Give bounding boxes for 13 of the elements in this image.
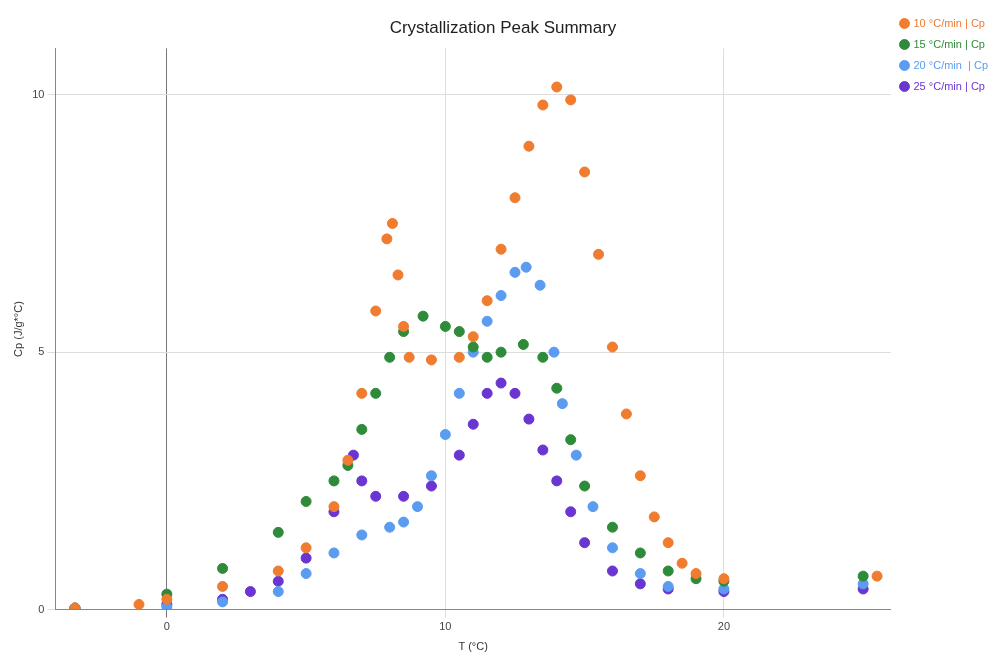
chart-title: Crystallization Peak Summary — [389, 17, 617, 37]
x-tick-label: 20 — [717, 620, 731, 633]
legend-label: 15 °C/min | Cp — [913, 37, 985, 50]
y-tick-label: 5 — [38, 345, 45, 358]
x-axis-title: T (°C) — [458, 640, 488, 653]
legend-label: 25 °C/min | Cp — [913, 79, 985, 92]
x-tick-label: 10 — [439, 620, 452, 633]
legend-label: 20 °C/min | Cp — [913, 58, 989, 71]
y-tick-label: 10 — [32, 87, 45, 100]
y-axis-title: Cp (J/g*°C) — [11, 301, 24, 357]
y-tick-label: 0 — [38, 602, 45, 615]
legend-label: 10 °C/min | Cp — [913, 16, 985, 29]
x-tick-label: 0 — [163, 620, 170, 633]
